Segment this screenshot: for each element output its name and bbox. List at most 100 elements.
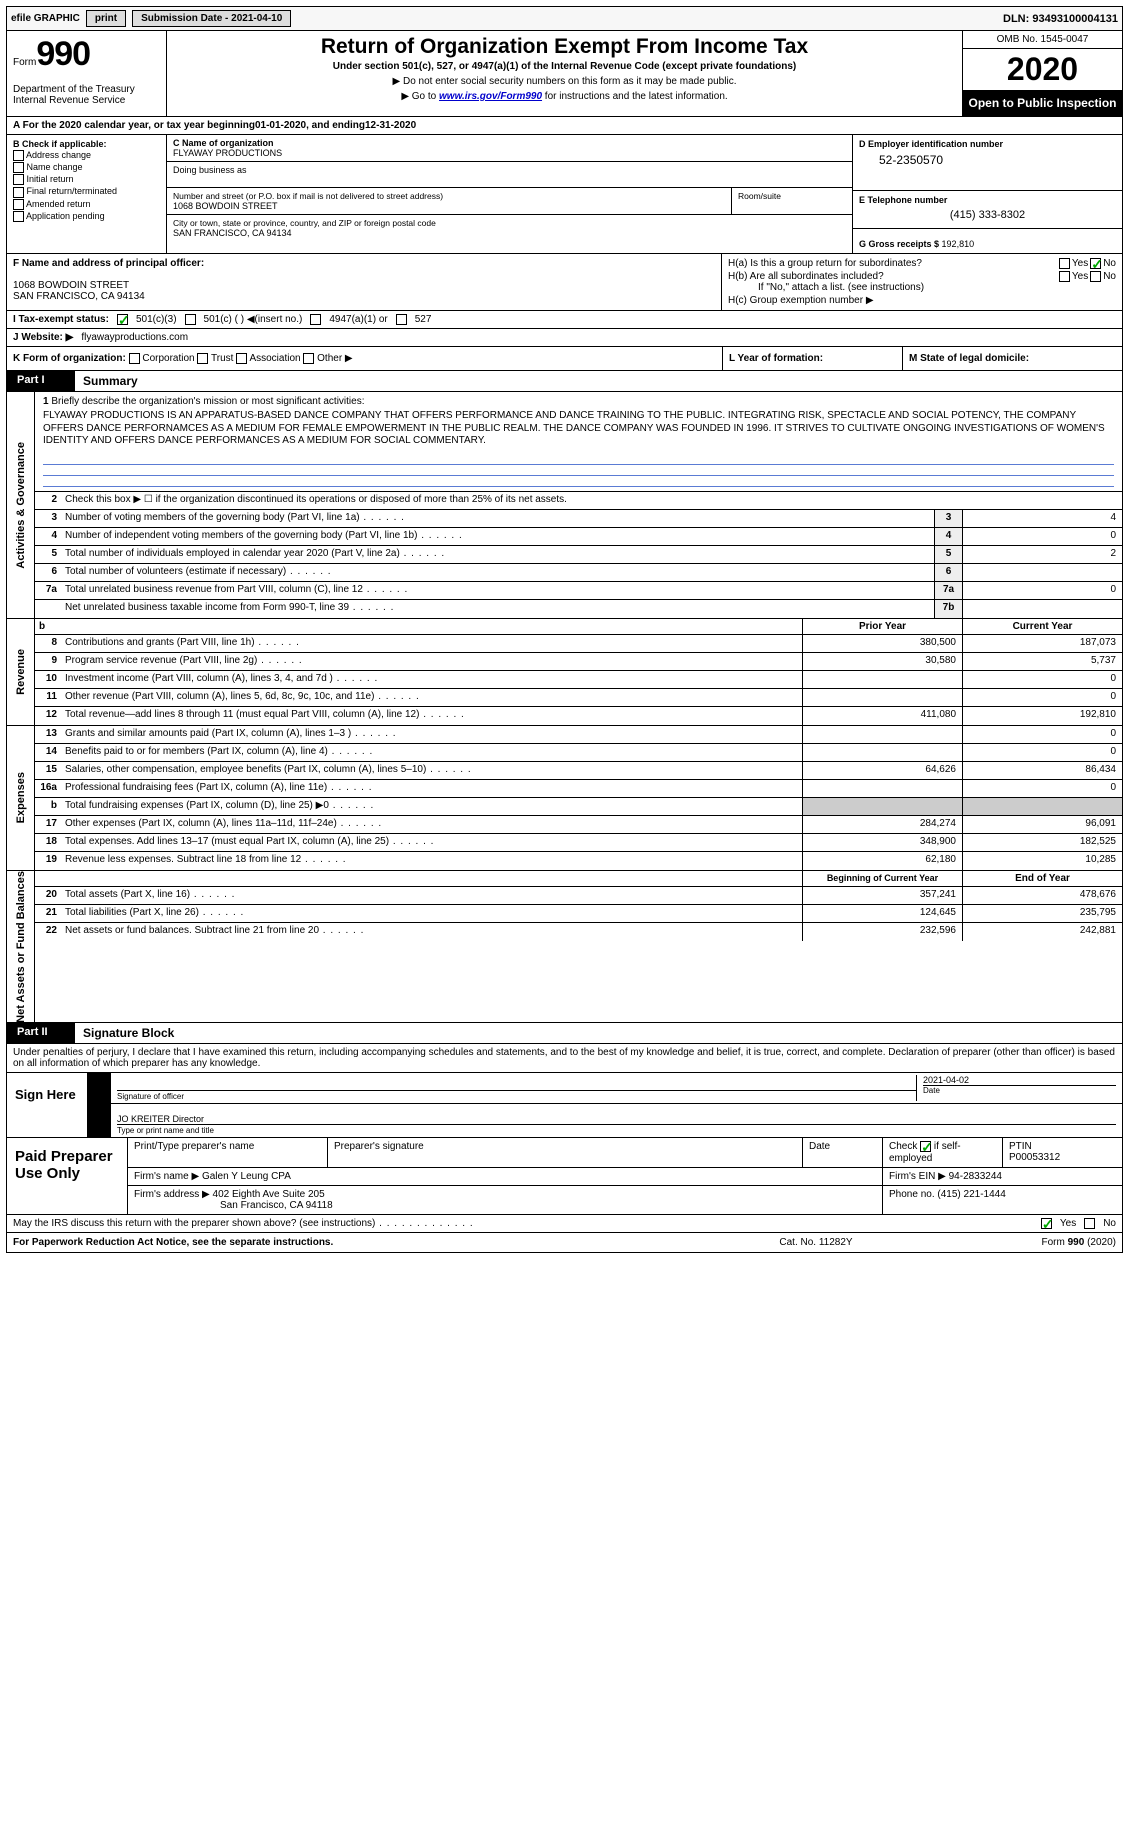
expenses-vtab: Expenses xyxy=(15,772,27,823)
col-c: C Name of organization FLYAWAY PRODUCTIO… xyxy=(167,135,852,253)
firm-addr2: San Francisco, CA 94118 xyxy=(134,1200,333,1211)
paid-preparer-block: Paid Preparer Use Only Print/Type prepar… xyxy=(6,1138,1123,1214)
blue-rule xyxy=(43,454,1114,465)
cb-trust[interactable] xyxy=(197,353,208,364)
summary-line: 10Investment income (Part VIII, column (… xyxy=(35,671,1122,689)
revenue-section: Revenue bPrior YearCurrent Year 8Contrib… xyxy=(6,619,1123,726)
col-d: D Employer identification number 52-2350… xyxy=(852,135,1122,253)
arrow-icon xyxy=(87,1073,111,1103)
part-1-header: Part I Summary xyxy=(6,371,1123,392)
summary-line: 11Other revenue (Part VIII, column (A), … xyxy=(35,689,1122,707)
line-2: Check this box ▶ ☐ if the organization d… xyxy=(61,492,1122,509)
cb-527[interactable] xyxy=(396,314,407,325)
paperwork-notice: For Paperwork Reduction Act Notice, see … xyxy=(13,1237,716,1248)
form-word: Form xyxy=(13,57,36,68)
col-f: F Name and address of principal officer:… xyxy=(7,254,722,310)
may-yes[interactable] xyxy=(1041,1218,1052,1229)
public-inspection: Open to Public Inspection xyxy=(963,90,1122,116)
cb-other[interactable] xyxy=(303,353,314,364)
dln-label: DLN: 93493100004131 xyxy=(1003,13,1118,25)
checkbox-application-pending[interactable] xyxy=(13,211,24,222)
irs-link[interactable]: www.irs.gov/Form990 xyxy=(439,91,542,102)
sig-date-label: Date xyxy=(923,1085,1116,1095)
phone-label: Phone no. xyxy=(889,1189,935,1200)
city-label: City or town, state or province, country… xyxy=(173,218,436,228)
summary-line: 5Total number of individuals employed in… xyxy=(35,546,1122,564)
ein-label: D Employer identification number xyxy=(859,139,1003,149)
m-label: M State of legal domicile: xyxy=(909,353,1029,364)
col-h: H(a) Is this a group return for subordin… xyxy=(722,254,1122,310)
cb-assoc[interactable] xyxy=(236,353,247,364)
cb-corp[interactable] xyxy=(129,353,140,364)
summary-line: 6Total number of volunteers (estimate if… xyxy=(35,564,1122,582)
website-value: flyawayproductions.com xyxy=(81,332,188,343)
form-ref: Form 990 (2020) xyxy=(916,1237,1116,1248)
efile-label: efile GRAPHIC xyxy=(11,13,80,24)
cb-self-employed[interactable] xyxy=(920,1141,931,1152)
expenses-section: Expenses 13Grants and similar amounts pa… xyxy=(6,726,1123,871)
officer-addr1: 1068 BOWDOIN STREET xyxy=(13,280,129,291)
activities-vtab: Activities & Governance xyxy=(15,442,27,569)
form-header: Form990 Department of the Treasury Inter… xyxy=(6,31,1123,117)
checkbox-name-change[interactable] xyxy=(13,162,24,173)
cb-4947[interactable] xyxy=(310,314,321,325)
summary-line: 7aTotal unrelated business revenue from … xyxy=(35,582,1122,600)
firm-name-label: Firm's name ▶ xyxy=(134,1171,199,1182)
sign-here-block: Sign Here Signature of officer 2021-04-0… xyxy=(6,1073,1123,1138)
firm-name: Galen Y Leung CPA xyxy=(202,1171,291,1182)
submission-date-button[interactable]: Submission Date - 2021-04-10 xyxy=(132,10,291,27)
summary-line: 22Net assets or fund balances. Subtract … xyxy=(35,923,1122,941)
cb-501c[interactable] xyxy=(185,314,196,325)
addr-label: Number and street (or P.O. box if mail i… xyxy=(173,191,443,201)
col-b: B Check if applicable: Address change Na… xyxy=(7,135,167,253)
top-bar: efile GRAPHIC print Submission Date - 20… xyxy=(6,6,1123,31)
ha-yes[interactable] xyxy=(1059,258,1070,269)
officer-label: F Name and address of principal officer: xyxy=(13,258,204,269)
org-name: FLYAWAY PRODUCTIONS xyxy=(173,148,282,158)
cat-no: Cat. No. 11282Y xyxy=(716,1237,916,1248)
hc-label: H(c) Group exemption number ▶ xyxy=(728,295,1116,306)
hb-label: H(b) Are all subordinates included? xyxy=(728,271,1057,282)
may-no[interactable] xyxy=(1084,1218,1095,1229)
summary-line: 16aProfessional fundraising fees (Part I… xyxy=(35,780,1122,798)
ein-value: 52-2350570 xyxy=(859,153,1116,167)
blue-rule xyxy=(43,476,1114,487)
ptin-label: PTIN xyxy=(1009,1141,1032,1152)
print-button[interactable]: print xyxy=(86,10,126,27)
summary-line: 19Revenue less expenses. Subtract line 1… xyxy=(35,852,1122,870)
city-value: SAN FRANCISCO, CA 94134 xyxy=(173,228,292,238)
prep-h3: Date xyxy=(802,1138,882,1166)
note-1: ▶ Do not enter social security numbers o… xyxy=(175,76,954,87)
room-label: Room/suite xyxy=(738,191,781,201)
tel-label: E Telephone number xyxy=(859,195,947,205)
prep-h2: Preparer's signature xyxy=(327,1138,802,1166)
ha-no[interactable] xyxy=(1090,258,1101,269)
firm-ein: 94-2833244 xyxy=(949,1171,1002,1182)
current-year-hdr: Current Year xyxy=(962,619,1122,634)
hb-note: If "No," attach a list. (see instruction… xyxy=(728,282,1116,293)
summary-line: 20Total assets (Part X, line 16)357,2414… xyxy=(35,887,1122,905)
summary-line: bTotal fundraising expenses (Part IX, co… xyxy=(35,798,1122,816)
checkbox-initial-return[interactable] xyxy=(13,174,24,185)
dba-label: Doing business as xyxy=(173,165,247,175)
ptin-value: P00053312 xyxy=(1009,1152,1060,1163)
prep-h1: Print/Type preparer's name xyxy=(127,1138,327,1166)
cb-501c3[interactable] xyxy=(117,314,128,325)
checkbox-address-change[interactable] xyxy=(13,150,24,161)
hb-yes[interactable] xyxy=(1059,271,1070,282)
summary-line: 3Number of voting members of the governi… xyxy=(35,510,1122,528)
firm-addr1: 402 Eighth Ave Suite 205 xyxy=(213,1189,325,1200)
addr-value: 1068 BOWDOIN STREET xyxy=(173,201,278,211)
checkbox-amended[interactable] xyxy=(13,199,24,210)
row-i: I Tax-exempt status: 501(c)(3) 501(c) ( … xyxy=(6,311,1123,329)
blue-rule xyxy=(43,465,1114,476)
section-bcd: B Check if applicable: Address change Na… xyxy=(6,135,1123,254)
summary-line: 18Total expenses. Add lines 13–17 (must … xyxy=(35,834,1122,852)
firm-addr-label: Firm's address ▶ xyxy=(134,1189,210,1200)
checkbox-final-return[interactable] xyxy=(13,187,24,198)
ha-label: H(a) Is this a group return for subordin… xyxy=(728,258,1057,269)
hb-no[interactable] xyxy=(1090,271,1101,282)
end-year-hdr: End of Year xyxy=(962,871,1122,886)
summary-line: 13Grants and similar amounts paid (Part … xyxy=(35,726,1122,744)
omb-number: OMB No. 1545-0047 xyxy=(963,31,1122,49)
